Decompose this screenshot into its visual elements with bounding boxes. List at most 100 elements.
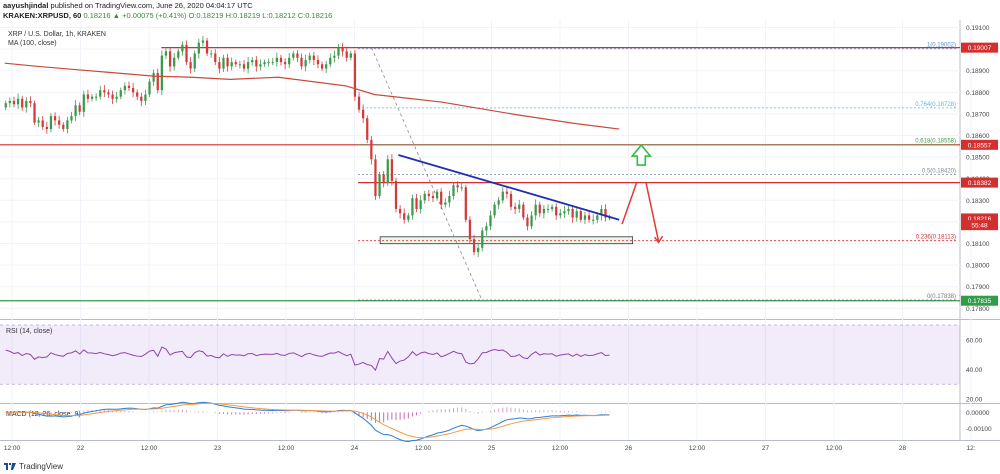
candle-body (58, 120, 61, 125)
fib-level-label: 0.618(0.18558) (915, 139, 956, 145)
footer-brand: TradingView (19, 461, 64, 471)
price-chart[interactable]: 12:00 22 12:00 23 12:00 24 12:00 25 12:00 26 12:00… (0, 20, 1000, 460)
candle-body (279, 57, 283, 63)
candle-body (230, 62, 233, 67)
candle-body (160, 55, 163, 91)
x-tick-label: 23 (214, 445, 222, 452)
publisher-name: aayushjindal (3, 1, 49, 10)
candle-body (559, 213, 562, 216)
candle-body (366, 118, 369, 140)
candle-body (394, 180, 398, 209)
candle-body (374, 159, 377, 196)
candle-body (119, 90, 122, 97)
candle-body (82, 94, 85, 112)
candle-body (472, 239, 476, 253)
candle-body (115, 96, 118, 99)
price-badge-label: 0.18216 (968, 216, 992, 223)
rsi-label: RSI (14, close) (6, 328, 52, 335)
candle-body (456, 185, 459, 188)
candle-body (390, 159, 394, 181)
candle-body (62, 124, 65, 130)
candle-body (296, 53, 299, 58)
candle-body (460, 187, 463, 189)
price-badge (961, 220, 998, 231)
y-tick-label: 0.18300 (966, 198, 990, 205)
candle-body (501, 191, 504, 201)
y-tick-label: 0.18500 (966, 155, 990, 162)
candle-body (542, 208, 546, 214)
candle-body (481, 230, 484, 248)
price-badge (961, 139, 998, 150)
candle-body (193, 53, 196, 69)
candle-body (189, 62, 192, 69)
candle-body (398, 208, 402, 214)
candle-body (271, 62, 274, 64)
x-tick-label: 12: (966, 445, 975, 452)
candle-body (308, 55, 311, 60)
macd-tick-label: 0.00000 (966, 410, 990, 417)
candle-body (197, 42, 200, 54)
candle-body (320, 64, 324, 69)
candle-body (238, 64, 242, 66)
candle-body (353, 53, 357, 97)
candle-body (201, 40, 205, 43)
candle-body (255, 59, 258, 67)
x-tick-label: 22 (77, 445, 85, 452)
candle-body (140, 96, 143, 101)
candle-body (587, 215, 591, 220)
candle-body (345, 51, 348, 58)
candle-body (600, 208, 603, 216)
scenario-path-up (621, 182, 638, 225)
candle-body (579, 211, 582, 220)
macd-signal-line (5, 402, 610, 439)
rsi-band (0, 324, 960, 385)
candle-body (66, 120, 69, 130)
candle-body (444, 202, 447, 205)
candle-body (325, 64, 328, 69)
exchange-symbol: KRAKEN:XRPUSD, 60 (3, 11, 82, 20)
candle-body (185, 44, 188, 63)
candle-body (148, 81, 151, 95)
candle-body (468, 219, 472, 240)
x-tick-label: 12:00 (826, 445, 843, 452)
candle-body (49, 116, 53, 130)
candle-body (427, 193, 430, 196)
candle-body (164, 51, 168, 56)
price-badge-label: 0.18382 (968, 180, 992, 187)
y-tick-label: 0.19100 (966, 25, 990, 32)
price-badge (961, 213, 998, 224)
support-zone (379, 236, 634, 245)
candle-body (522, 204, 525, 218)
candle-body (127, 85, 131, 89)
x-tick-label: 12:00 (415, 445, 432, 452)
candle-body (419, 200, 422, 209)
x-tick-label: 12:00 (278, 445, 295, 452)
candle-body (448, 195, 451, 203)
candle-body (210, 53, 213, 55)
candle-body (415, 198, 418, 209)
x-tick-label: 26 (625, 445, 633, 452)
candle-body (107, 92, 110, 95)
trendline (398, 154, 620, 221)
candle-body (259, 64, 262, 67)
candle-body (337, 46, 340, 56)
candle-body (493, 204, 496, 216)
candle-body (357, 96, 361, 110)
candle-body (144, 94, 147, 101)
publish-text: published on TradingView.com, June 26, 2… (50, 1, 253, 10)
candle-body (386, 159, 389, 184)
candle-body (156, 72, 159, 91)
candle-body (111, 94, 114, 99)
candle-body (33, 103, 36, 123)
candle-body (567, 208, 570, 212)
candle-body (513, 206, 517, 209)
candle-body (312, 55, 315, 60)
x-tick-label: 12:00 (141, 445, 158, 452)
candle-body (95, 96, 98, 98)
candle-body (74, 105, 77, 117)
candle-body (168, 51, 172, 67)
candle-body (37, 120, 40, 123)
candle-body (70, 116, 73, 121)
candle-body (341, 46, 344, 52)
y-tick-label: 0.18900 (966, 68, 990, 75)
